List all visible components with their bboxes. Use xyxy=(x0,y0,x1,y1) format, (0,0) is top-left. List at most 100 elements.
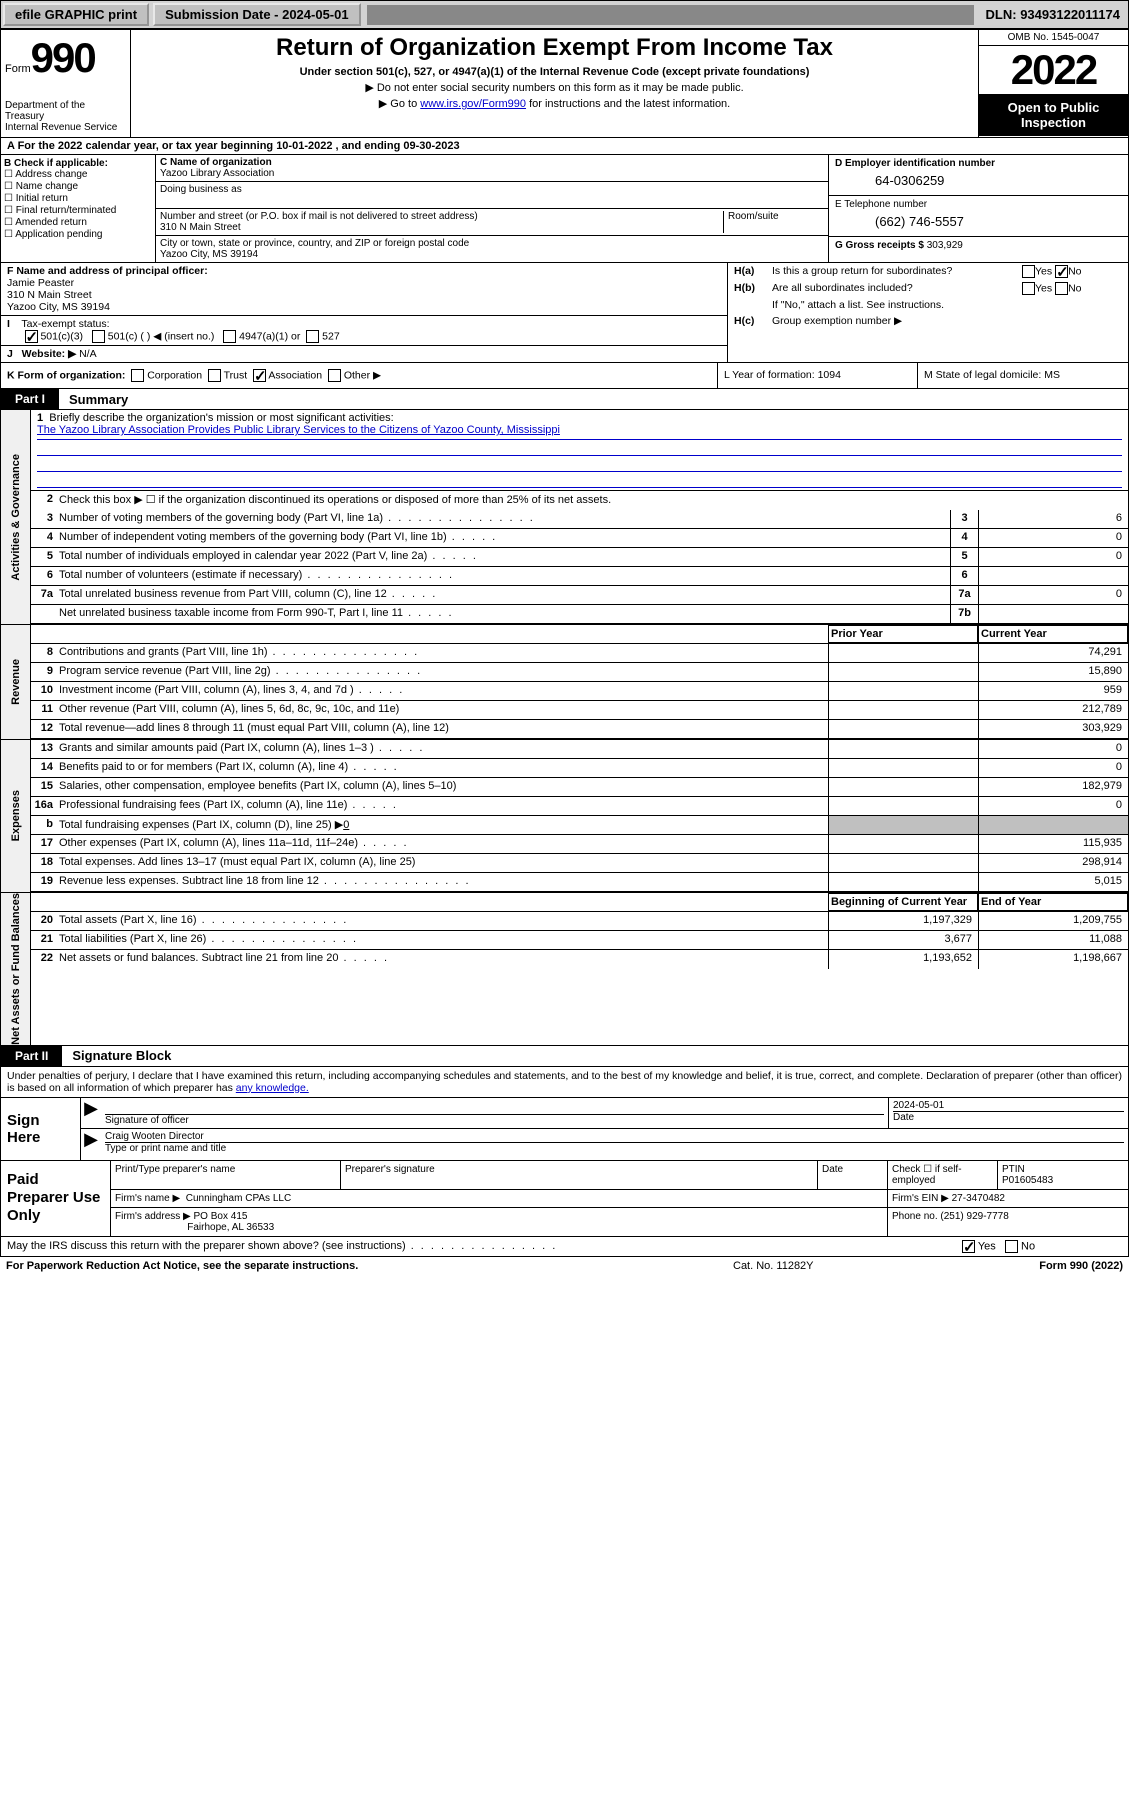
ein-label: D Employer identification number xyxy=(835,158,1122,169)
section-net-assets: Net Assets or Fund Balances Beginning of… xyxy=(0,892,1129,1046)
chk-501c3[interactable] xyxy=(25,330,38,343)
chk-name-change[interactable]: ☐ Name change xyxy=(4,181,152,192)
chk-final-return[interactable]: ☐ Final return/terminated xyxy=(4,205,152,216)
part2-header: Part II Signature Block xyxy=(0,1046,1129,1067)
mission-blank-3 xyxy=(37,472,1122,488)
chk-corp[interactable] xyxy=(131,369,144,382)
vlabel-expenses: Expenses xyxy=(1,740,31,892)
line-11: Other revenue (Part VIII, column (A), li… xyxy=(57,701,828,719)
addr-value: 310 N Main Street xyxy=(160,222,723,233)
line-14: Benefits paid to or for members (Part IX… xyxy=(57,759,828,777)
f-addr1: 310 N Main Street xyxy=(7,289,92,301)
chk-application-pending[interactable]: ☐ Application pending xyxy=(4,229,152,240)
chk-hb-yes[interactable] xyxy=(1022,282,1035,295)
j-label: Website: ▶ xyxy=(22,348,77,360)
chk-assoc[interactable] xyxy=(253,369,266,382)
chk-trust[interactable] xyxy=(208,369,221,382)
dln-label: DLN: 93493122011174 xyxy=(978,5,1128,24)
ein-value: 64-0306259 xyxy=(835,169,1122,192)
check-self-employed[interactable]: Check ☐ if self-employed xyxy=(888,1161,998,1189)
sig-declaration: Under penalties of perjury, I declare th… xyxy=(1,1067,1128,1097)
phone-value: (662) 746-5557 xyxy=(835,210,1122,233)
hdr-begin: Beginning of Current Year xyxy=(828,893,978,911)
line-12: Total revenue—add lines 8 through 11 (mu… xyxy=(57,720,828,738)
hdr-end: End of Year xyxy=(978,893,1128,911)
prep-date-label: Date xyxy=(818,1161,888,1189)
chk-address-change[interactable]: ☐ Address change xyxy=(4,169,152,180)
chk-4947[interactable] xyxy=(223,330,236,343)
chk-initial-return[interactable]: ☐ Initial return xyxy=(4,193,152,204)
open-public-badge: Open to Public Inspection xyxy=(979,94,1128,136)
j-value: N/A xyxy=(79,348,97,360)
val-10: 959 xyxy=(978,682,1128,700)
val-4: 0 xyxy=(978,529,1128,547)
officer-name-title: Craig Wooten Director xyxy=(105,1131,1124,1142)
chk-irs-yes[interactable] xyxy=(962,1240,975,1253)
arrow-icon: ▶ xyxy=(81,1098,101,1128)
line-2: Check this box ▶ ☐ if the organization d… xyxy=(57,491,1128,510)
chk-hb-no[interactable] xyxy=(1055,282,1068,295)
lbl-501c3: 501(c)(3) xyxy=(40,330,83,342)
row-ha: H(a) Is this a group return for subordin… xyxy=(728,263,1128,280)
val-5: 0 xyxy=(978,548,1128,566)
hc-text: Group exemption number ▶ xyxy=(772,315,1122,327)
mission-text: The Yazoo Library Association Provides P… xyxy=(37,424,1122,440)
hb-label: H(b) xyxy=(734,282,772,295)
any-knowledge-link[interactable]: any knowledge. xyxy=(236,1082,309,1094)
line-7b: Net unrelated business taxable income fr… xyxy=(57,605,950,623)
submission-date-button[interactable]: Submission Date - 2024-05-01 xyxy=(153,3,361,26)
phone-row: E Telephone number (662) 746-5557 xyxy=(829,196,1128,237)
prep-sig-label: Preparer's signature xyxy=(341,1161,818,1189)
f-addr2: Yazoo City, MS 39194 xyxy=(7,301,110,313)
line-6: Total number of volunteers (estimate if … xyxy=(57,567,950,585)
chk-ha-no[interactable] xyxy=(1055,265,1068,278)
form-title: Return of Organization Exempt From Incom… xyxy=(135,34,974,62)
dba-row: Doing business as xyxy=(156,182,828,209)
row-i: I Tax-exempt status: 501(c)(3) 501(c) ( … xyxy=(1,316,727,346)
part1-header: Part I Summary xyxy=(0,389,1129,410)
line-9: Program service revenue (Part VIII, line… xyxy=(57,663,828,681)
ha-val: Yes No xyxy=(1022,265,1122,278)
val-16a: 0 xyxy=(978,797,1128,815)
val-11: 212,789 xyxy=(978,701,1128,719)
part2-title: Signature Block xyxy=(62,1048,171,1063)
hdr-current: Current Year xyxy=(978,625,1128,643)
section-expenses: Expenses 13Grants and similar amounts pa… xyxy=(0,739,1129,892)
gross-receipts-row: G Gross receipts $ 303,929 xyxy=(829,237,1128,254)
sig-date-label: Date xyxy=(893,1111,1124,1123)
k-label: K Form of organization: xyxy=(7,369,125,381)
vlabel-governance: Activities & Governance xyxy=(1,410,31,624)
line-19: Revenue less expenses. Subtract line 18 … xyxy=(57,873,828,891)
col-k: K Form of organization: Corporation Trus… xyxy=(1,363,718,388)
efile-print-button[interactable]: efile GRAPHIC print xyxy=(3,3,149,26)
val-13: 0 xyxy=(978,740,1128,758)
part1-title: Summary xyxy=(59,392,128,407)
ha-text: Is this a group return for subordinates? xyxy=(772,265,1022,278)
col-b-title: B Check if applicable: xyxy=(4,158,152,169)
form-prefix: Form xyxy=(5,63,31,75)
val-22e: 1,198,667 xyxy=(978,950,1128,969)
chk-other[interactable] xyxy=(328,369,341,382)
chk-501c[interactable] xyxy=(92,330,105,343)
section-revenue: Revenue Prior YearCurrent Year 8Contribu… xyxy=(0,624,1129,739)
row-f: F Name and address of principal officer:… xyxy=(1,263,727,316)
row-a-tax-year: A For the 2022 calendar year, or tax yea… xyxy=(0,138,1129,155)
col-c-org-info: C Name of organization Yazoo Library Ass… xyxy=(156,155,828,262)
form-subtitle: Under section 501(c), 527, or 4947(a)(1)… xyxy=(135,66,974,78)
chk-amended-return[interactable]: ☐ Amended return xyxy=(4,217,152,228)
signature-block: Under penalties of perjury, I declare th… xyxy=(0,1067,1129,1237)
sig-officer-label: Signature of officer xyxy=(105,1114,884,1126)
firm-ein-row: Firm's EIN ▶ 27-3470482 xyxy=(888,1190,1128,1207)
line-4: Number of independent voting members of … xyxy=(57,529,950,547)
line-15: Salaries, other compensation, employee b… xyxy=(57,778,828,796)
note2-post: for instructions and the latest informat… xyxy=(526,98,730,110)
chk-ha-yes[interactable] xyxy=(1022,265,1035,278)
irs-link[interactable]: www.irs.gov/Form990 xyxy=(420,98,526,110)
name-title-label: Type or print name and title xyxy=(105,1142,1124,1154)
line-20: Total assets (Part X, line 16) xyxy=(57,912,828,930)
chk-irs-no[interactable] xyxy=(1005,1240,1018,1253)
chk-527[interactable] xyxy=(306,330,319,343)
gross-label: G Gross receipts $ xyxy=(835,240,924,251)
val-12: 303,929 xyxy=(978,720,1128,738)
city-label: City or town, state or province, country… xyxy=(160,238,824,249)
